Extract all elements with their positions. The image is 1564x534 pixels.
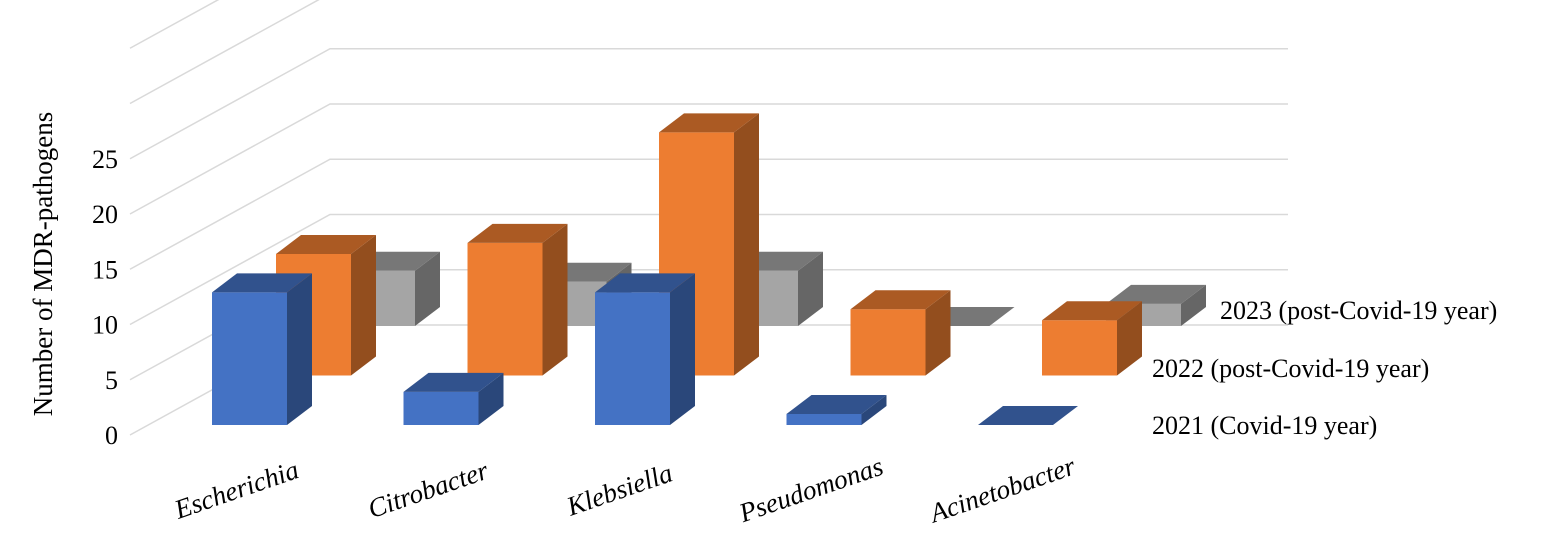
bar (786, 394, 887, 425)
category-label: Citrobacter (364, 455, 492, 524)
series-label: 2022 (post-Covid-19 year) (1152, 354, 1429, 383)
gridline (129, 0, 220, 49)
series-label: 2023 (post-Covid-19 year) (1220, 296, 1497, 325)
category-label: Klebsiella (562, 457, 676, 521)
gridline (129, 48, 1288, 160)
bar (1042, 301, 1142, 376)
category-label: Acinetobacter (924, 450, 1079, 528)
bar (978, 406, 1078, 425)
category-label: Escherichia (170, 454, 303, 525)
bar (595, 273, 695, 425)
bar (467, 223, 568, 376)
y-tick-label: 0 (105, 421, 118, 450)
category-label: Pseudomonas (734, 451, 887, 529)
gridline (129, 213, 1288, 326)
bar (403, 372, 504, 425)
y-tick-label: 25 (92, 145, 118, 174)
category-labels: Escherichia Citrobacter Klebsiella Pseudomo… (170, 450, 1080, 528)
gridline (129, 0, 320, 105)
gridline (129, 158, 1288, 270)
bars (212, 113, 1206, 425)
y-axis-label: Number of MDR-pathogens (28, 112, 58, 416)
bar (212, 273, 312, 425)
y-tick-label: 10 (92, 311, 118, 340)
bar (850, 290, 951, 376)
series-labels: 2021 (Covid-19 year) 2022 (post-Covid-19 … (1152, 296, 1497, 440)
gridline (129, 103, 1288, 215)
gridlines (129, 0, 1288, 436)
y-tick-labels: 0 5 10 15 20 25 (92, 145, 118, 450)
y-tick-label: 20 (92, 200, 118, 229)
y-tick-label: 15 (92, 255, 118, 284)
y-tick-label: 5 (105, 366, 118, 395)
series-label: 2021 (Covid-19 year) (1152, 411, 1377, 440)
